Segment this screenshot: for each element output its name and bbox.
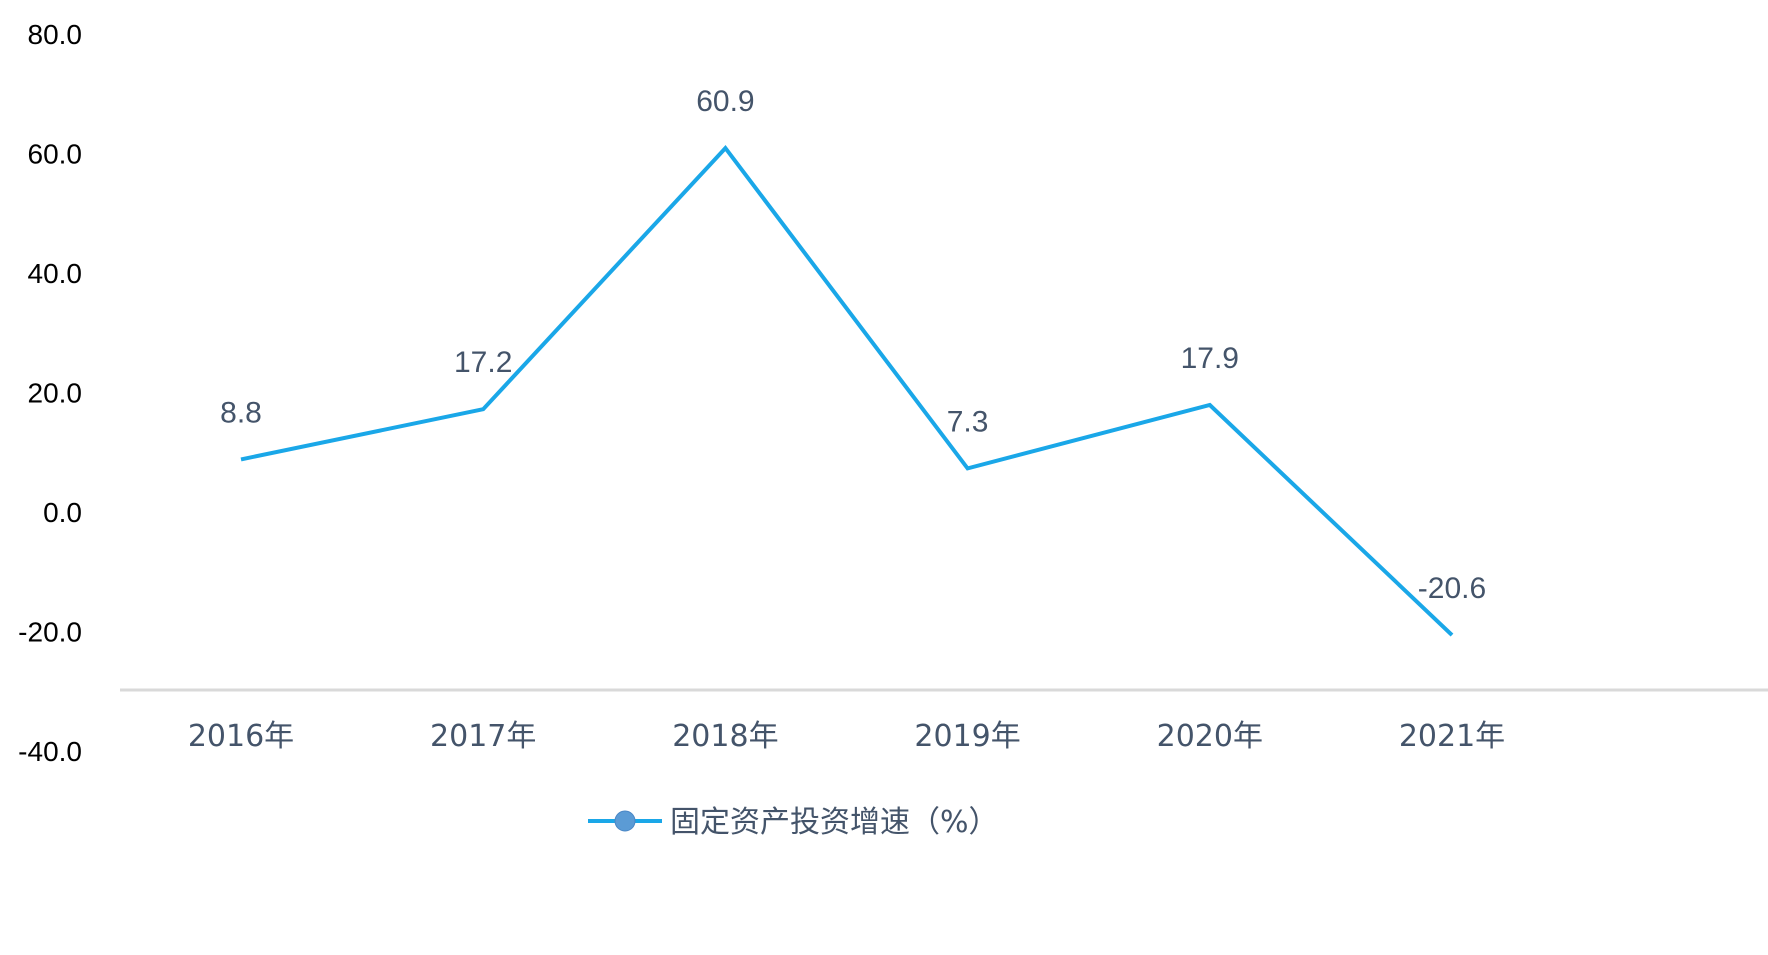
y-axis-tick-labels: 80.0 60.0 40.0 20.0 0.0 -20.0 -40.0 (18, 19, 82, 767)
data-label: 7.3 (947, 405, 989, 438)
series-group (240, 144, 1454, 637)
y-tick-label: 0.0 (43, 497, 82, 528)
data-label: -20.6 (1418, 572, 1486, 605)
x-tick-label: 2018年 (672, 719, 778, 754)
x-tick-label: 2017年 (430, 719, 536, 754)
y-tick-label: -20.0 (18, 617, 82, 648)
data-labels: 8.8 17.2 60.9 7.3 17.9 -20.6 (220, 85, 1486, 605)
legend-label: 固定资产投资增速（%） (670, 805, 999, 840)
x-tick-label: 2021年 (1399, 719, 1505, 754)
x-tick-label: 2020年 (1157, 719, 1263, 754)
y-tick-label: -40.0 (18, 736, 82, 767)
y-tick-label: 20.0 (28, 378, 83, 409)
x-axis-tick-labels: 2016年 2017年 2018年 2019年 2020年 2021年 (188, 719, 1505, 754)
series-line (240, 144, 1454, 637)
legend-marker (614, 810, 636, 832)
y-tick-label: 60.0 (28, 139, 83, 170)
y-tick-label: 80.0 (28, 19, 83, 50)
data-label: 17.2 (454, 346, 512, 379)
data-label: 60.9 (696, 85, 754, 118)
data-label: 17.9 (1181, 342, 1239, 375)
x-tick-label: 2016年 (188, 719, 294, 754)
legend: 固定资产投资增速（%） (588, 805, 999, 840)
x-tick-label: 2019年 (914, 719, 1020, 754)
y-tick-label: 40.0 (28, 258, 83, 289)
data-label: 8.8 (220, 396, 262, 429)
